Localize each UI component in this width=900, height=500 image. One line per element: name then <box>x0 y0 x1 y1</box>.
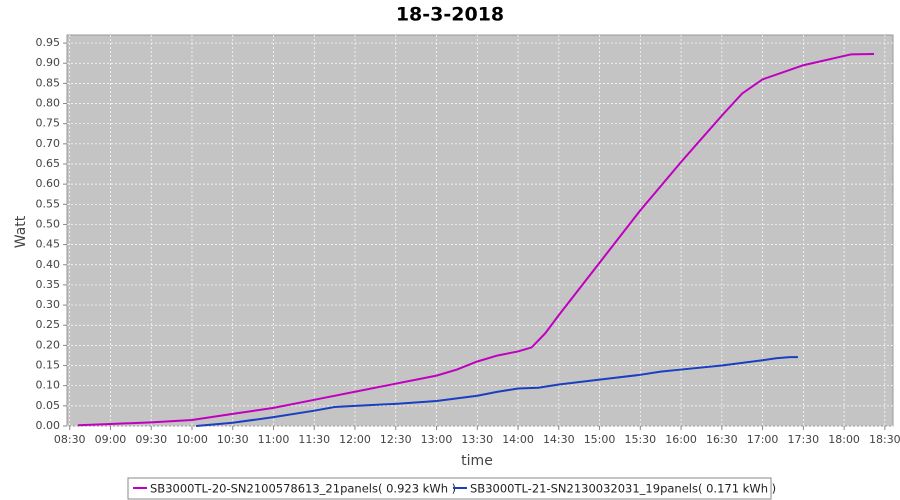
x-tick-label: 12:30 <box>380 433 412 446</box>
x-tick-label: 18:00 <box>828 433 860 446</box>
plot-area <box>66 34 894 427</box>
legend-label: SB3000TL-20-SN2100578613_21panels( 0.923… <box>150 482 456 496</box>
x-tick-label: 17:00 <box>747 433 779 446</box>
x-tick-label: 18:30 <box>869 433 900 446</box>
x-tick-label: 11:00 <box>258 433 290 446</box>
y-tick-label: 0.85 <box>36 76 61 89</box>
y-tick-label: 0.65 <box>36 157 61 170</box>
x-tick-label: 16:00 <box>665 433 697 446</box>
y-tick-label: 0.70 <box>36 137 61 150</box>
y-tick-label: 0.20 <box>36 338 61 351</box>
y-tick-label: 0.30 <box>36 298 61 311</box>
y-tick-label: 0.95 <box>36 36 61 49</box>
series-line <box>77 52 874 427</box>
series-line <box>195 356 798 427</box>
x-tick-label: 09:30 <box>135 433 167 446</box>
y-tick-label: 0.35 <box>36 278 61 291</box>
x-tick-label: 15:00 <box>584 433 616 446</box>
legend-label: SB3000TL-21-SN2130032031_19panels( 0.171… <box>470 482 776 496</box>
x-tick-label: 12:00 <box>339 433 371 446</box>
y-axis-label: Watt <box>13 215 29 248</box>
x-tick-label: 16:30 <box>706 433 738 446</box>
x-tick-label: 09:00 <box>95 433 127 446</box>
y-tick-label: 0.75 <box>36 117 61 130</box>
y-tick-label: 0.60 <box>36 177 61 190</box>
y-tick-label: 0.00 <box>36 419 61 432</box>
y-tick-label: 0.15 <box>36 359 61 372</box>
x-axis-label: time <box>461 453 493 469</box>
x-tick-label: 14:30 <box>543 433 575 446</box>
y-tick-label: 0.45 <box>36 238 61 251</box>
x-tick-label: 08:30 <box>54 433 86 446</box>
x-tick-label: 17:30 <box>787 433 819 446</box>
y-tick-label: 0.05 <box>36 399 61 412</box>
y-tick-label: 0.10 <box>36 379 61 392</box>
y-tick-label: 0.90 <box>36 56 61 69</box>
x-tick-label: 11:30 <box>298 433 330 446</box>
x-tick-label: 10:30 <box>217 433 249 446</box>
x-tick-label: 13:00 <box>421 433 453 446</box>
legend-box <box>127 477 772 500</box>
y-tick-label: 0.40 <box>36 258 61 271</box>
chart-title: 18-3-2018 <box>396 4 504 26</box>
y-tick-label: 0.50 <box>36 217 61 230</box>
x-tick-label: 10:00 <box>176 433 208 446</box>
x-tick-label: 15:30 <box>624 433 656 446</box>
x-tick-label: 14:00 <box>502 433 534 446</box>
y-tick-label: 0.80 <box>36 97 61 110</box>
y-tick-label: 0.55 <box>36 197 61 210</box>
y-tick-label: 0.25 <box>36 318 61 331</box>
x-tick-label: 13:30 <box>461 433 493 446</box>
